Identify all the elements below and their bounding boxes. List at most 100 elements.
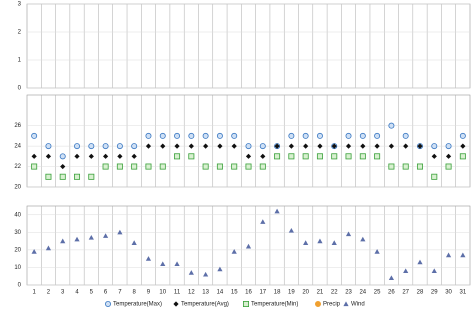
point (431, 153, 437, 159)
point (45, 143, 52, 150)
point (460, 143, 466, 149)
point (217, 266, 223, 272)
point (231, 163, 238, 170)
x-tick-label: 8 (133, 290, 137, 296)
point (416, 163, 423, 170)
x-tick-label: 2 (47, 290, 51, 296)
x-tick-label: 11 (174, 290, 181, 296)
y-tick-label: 20 (14, 185, 21, 191)
x-tick-label: 10 (159, 290, 166, 296)
point (159, 163, 166, 170)
point (216, 163, 223, 170)
point (88, 173, 95, 180)
x-tick-label: 16 (245, 290, 252, 296)
point (288, 227, 294, 233)
point (317, 143, 323, 149)
point (260, 219, 266, 224)
point (403, 143, 409, 149)
point (274, 153, 281, 160)
y-tick-label: 10 (14, 265, 21, 271)
point (359, 153, 366, 160)
point (59, 173, 66, 180)
point (145, 143, 152, 149)
point (314, 300, 321, 307)
point (202, 132, 209, 139)
point (302, 153, 309, 160)
point (174, 153, 181, 160)
point (374, 249, 380, 254)
point (331, 240, 337, 245)
point (288, 132, 295, 139)
x-tick-label: 20 (302, 290, 309, 296)
point (60, 238, 66, 244)
x-tick-label: 1 (32, 290, 36, 296)
panel-frame (26, 94, 471, 188)
point (417, 259, 423, 265)
point (431, 268, 437, 274)
point (203, 271, 209, 277)
legend-label: Precip (323, 302, 341, 308)
point (31, 249, 37, 254)
legend-label: Wind (351, 302, 365, 308)
point (260, 153, 266, 159)
point (159, 132, 166, 139)
point (160, 261, 166, 267)
point (231, 143, 237, 149)
point (316, 132, 323, 139)
x-tick-label: 27 (402, 290, 409, 296)
x-tick-label: 30 (445, 290, 452, 296)
point (360, 236, 366, 242)
point (131, 240, 137, 245)
point (288, 143, 294, 149)
point (188, 143, 194, 149)
point (188, 270, 194, 275)
point (388, 163, 395, 170)
point (259, 163, 266, 170)
point (431, 173, 438, 180)
point (402, 163, 409, 170)
point (317, 238, 323, 244)
x-tick-label: 6 (104, 290, 108, 296)
point (188, 132, 195, 139)
y-tick-label: 22 (14, 164, 21, 170)
x-tick-label: 24 (359, 290, 366, 296)
point (359, 132, 366, 139)
y-tick-label: 26 (14, 123, 21, 129)
point (231, 132, 238, 139)
x-tick-label: 22 (331, 290, 338, 296)
point (117, 229, 123, 235)
point (216, 132, 223, 139)
point (245, 153, 252, 159)
x-tick-label: 19 (288, 290, 295, 296)
point (102, 143, 109, 150)
point (459, 132, 466, 139)
point (288, 153, 295, 160)
y-tick-label: 30 (14, 230, 21, 236)
point (374, 132, 381, 139)
point (459, 153, 466, 160)
point (445, 153, 452, 159)
y-tick-label: 0 (18, 283, 22, 289)
point (116, 143, 123, 150)
point (45, 245, 52, 251)
point (203, 143, 209, 149)
point (417, 143, 423, 149)
x-tick-label: 5 (90, 290, 94, 296)
point (402, 132, 409, 139)
point (131, 153, 137, 159)
x-tick-label: 4 (75, 290, 79, 296)
point (102, 163, 109, 170)
point (131, 143, 138, 150)
x-tick-label: 26 (388, 290, 395, 296)
point (274, 143, 280, 149)
x-tick-label: 7 (118, 290, 122, 296)
point (145, 132, 152, 139)
legend-label: Temperature(Max) (113, 302, 162, 308)
point (242, 300, 249, 307)
point (302, 132, 309, 139)
legend-label: Temperature(Min) (251, 302, 298, 308)
point (245, 163, 252, 170)
point (173, 301, 179, 307)
legend-label: Temperature(Avg) (181, 302, 229, 308)
